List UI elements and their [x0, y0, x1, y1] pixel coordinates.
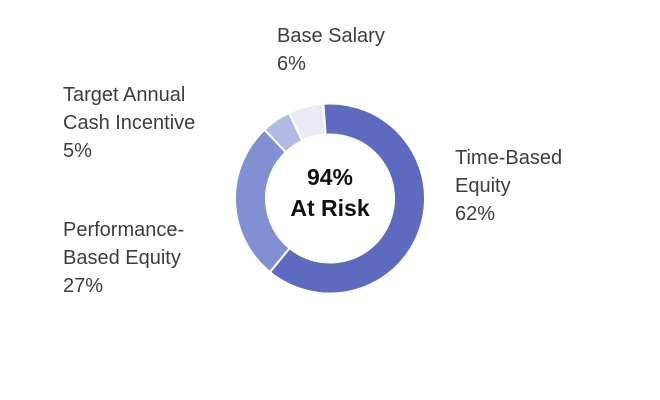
donut-slice-time-based-equity: [268, 102, 426, 295]
label-perf-line1: Performance-: [63, 219, 185, 241]
label-time-line1: Time-Based: [455, 147, 563, 169]
donut-slice-base-salary: [287, 102, 327, 142]
label-target-value: 5%: [63, 140, 92, 162]
label-base-salary-name: Base Salary: [277, 25, 385, 47]
label-base-salary: Base Salary 6%: [277, 22, 385, 78]
label-base-salary-value: 6%: [277, 53, 306, 75]
label-target-annual-cash-incentive: Target Annual Cash Incentive 5%: [63, 81, 195, 165]
label-time-value: 62%: [455, 203, 496, 225]
label-performance-based-equity: Performance- Based Equity 27%: [63, 216, 184, 300]
label-perf-value: 27%: [63, 275, 104, 297]
label-time-based-equity: Time-Based Equity 62%: [455, 144, 562, 228]
label-time-line2: Equity: [455, 175, 511, 197]
label-target-line1: Target Annual: [63, 84, 186, 106]
label-target-line2: Cash Incentive: [63, 112, 196, 134]
center-caption: At Risk: [290, 195, 370, 221]
donut-slices: [234, 102, 426, 295]
donut-center-label: 94% At Risk: [230, 162, 430, 224]
label-perf-line2: Based Equity: [63, 247, 181, 269]
center-percent: 94%: [306, 164, 354, 190]
